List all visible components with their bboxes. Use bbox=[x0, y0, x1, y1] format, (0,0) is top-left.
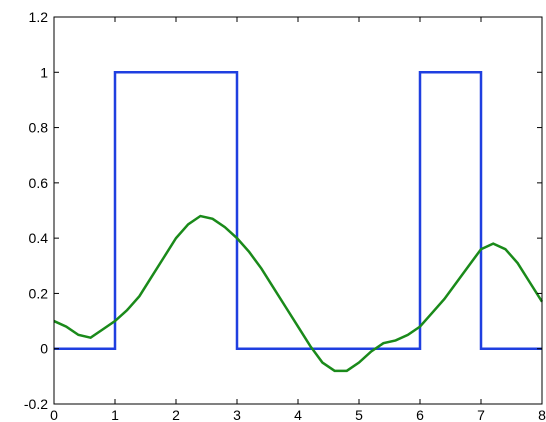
y-tick-label: 0.8 bbox=[29, 120, 49, 136]
x-tick-label: 1 bbox=[111, 407, 119, 422]
x-tick-label: 7 bbox=[477, 407, 485, 422]
plot-frame bbox=[53, 16, 543, 405]
x-tick-label: 3 bbox=[233, 407, 241, 422]
y-tick-label: 0.4 bbox=[29, 230, 49, 246]
y-tick-label: 0.6 bbox=[29, 175, 49, 191]
ticks-layer bbox=[53, 16, 543, 405]
y-tick-label: 1 bbox=[40, 64, 48, 80]
x-tick-label: 6 bbox=[416, 407, 424, 422]
y-tick-label: -0.2 bbox=[24, 396, 48, 412]
y-tick-label: 0 bbox=[40, 341, 48, 357]
x-tick-label: 0 bbox=[50, 407, 58, 422]
x-tick-label: 2 bbox=[172, 407, 180, 422]
y-tick-label: 1.2 bbox=[29, 9, 49, 25]
x-tick-labels: 0 1 2 3 4 5 6 7 8 bbox=[50, 407, 546, 422]
y-tick-labels: -0.2 0 0.2 0.4 0.6 0.8 1 1.2 bbox=[24, 9, 48, 412]
series-layer bbox=[53, 71, 544, 373]
series-line-1 bbox=[54, 71, 542, 350]
x-tick-label: 5 bbox=[355, 407, 363, 422]
series-line-2 bbox=[53, 214, 544, 373]
x-tick-label: 8 bbox=[538, 407, 546, 422]
y-tick-label: 0.2 bbox=[29, 285, 49, 301]
x-tick-label: 4 bbox=[294, 407, 302, 422]
